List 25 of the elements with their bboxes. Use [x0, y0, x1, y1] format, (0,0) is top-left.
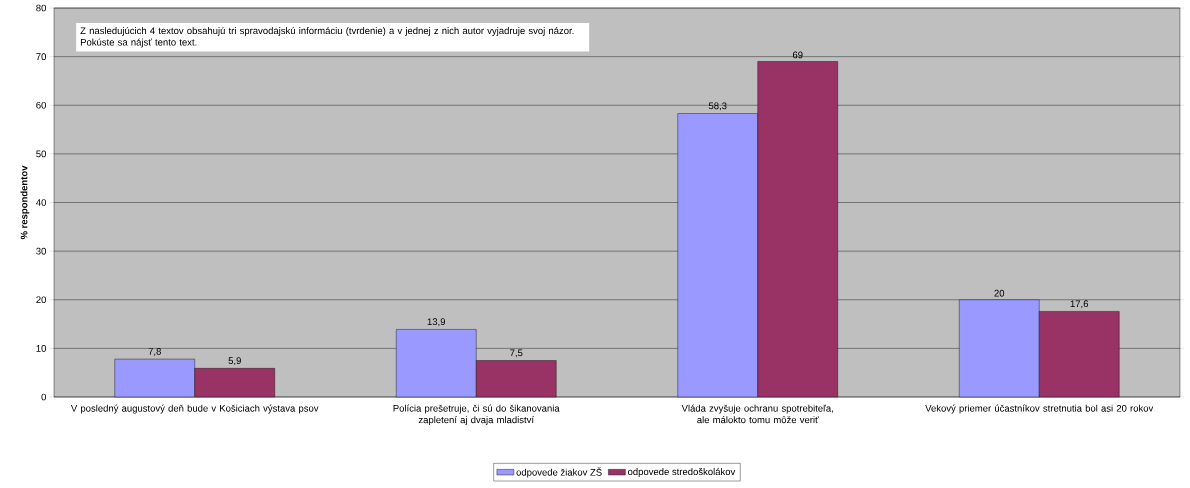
data-label: 58,3: [708, 102, 727, 111]
data-label: 69: [792, 51, 803, 59]
data-label: 17,6: [1070, 300, 1089, 309]
legend-label: odpovede žiakov ZŠ: [516, 467, 602, 478]
y-tick-label: 0: [41, 393, 47, 401]
y-tick-label: 40: [36, 199, 47, 206]
data-label: 13,9: [427, 318, 446, 327]
data-label: 7,5: [510, 349, 523, 358]
y-tick-label: 80: [36, 4, 47, 12]
y-tick-label: 50: [36, 150, 47, 158]
y-tick-label: 10: [36, 345, 47, 352]
x-tick-label: Vekový priemer účastníkov stretnutia bol asi 20 rokov: [925, 404, 1154, 414]
x-tick-label: Vláda zvyšuje ochranu spotrebiteľa, ale málokto tomu môže veriť: [681, 404, 833, 424]
y-tick-label: 20: [36, 296, 47, 304]
y-tick-label: 60: [36, 101, 47, 109]
x-tick-label: V posledný augustový deň bude v Košiciach výstava psov: [70, 404, 319, 414]
data-label: 7,8: [148, 348, 161, 356]
data-label: 20: [994, 289, 1005, 297]
y-tick-label: 30: [36, 247, 47, 255]
legend-label: odpovede stredoškolákov: [627, 467, 736, 477]
data-label: 5,9: [228, 357, 241, 366]
y-axis-title: % respondentov: [20, 165, 30, 240]
y-tick-label: 70: [36, 53, 47, 60]
annotation: Z nasledujúcich 4 textov obsahujú tri spravodajskú informáciu (tvrdenie) a v jednej z nich autor vyjadruje svoj názor. Pokúste sa nájsť tento text.: [80, 26, 574, 48]
x-tick-label: Polícia prešetruje, či sú do šikanovania zapletení aj dvaja mladiství: [393, 404, 560, 426]
